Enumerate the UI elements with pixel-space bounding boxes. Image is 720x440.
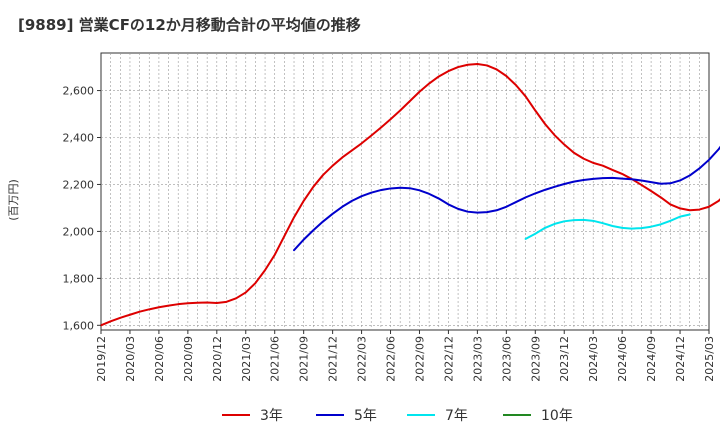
x-axis-ticks: 2019/12 2020/03 2020/06 2020/09 2020/12 2021/… — [95, 330, 716, 382]
series-layer — [100, 63, 720, 327]
x-tick-label: 2024/06 — [616, 336, 629, 382]
legend-label: 3年 — [260, 408, 283, 424]
y-tick-label: 1,800 — [63, 272, 95, 285]
y-tick-label: 1,600 — [63, 319, 95, 332]
x-tick-label: 2023/12 — [558, 336, 571, 382]
legend-label: 10年 — [541, 408, 573, 424]
legend-label: 7年 — [445, 408, 468, 424]
y-tick-label: 2,200 — [63, 178, 95, 191]
y-axis-label: (百万円) — [7, 179, 20, 221]
x-tick-label: 2020/12 — [211, 336, 224, 382]
legend: 3年 5年 7年 10年 — [222, 408, 573, 424]
series-line-5年 — [293, 145, 720, 252]
x-tick-label: 2023/09 — [529, 336, 542, 382]
x-tick-label: 2024/12 — [674, 336, 687, 382]
x-tick-label: 2021/09 — [298, 336, 311, 382]
x-tick-label: 2022/09 — [413, 336, 426, 382]
y-gridlines — [101, 90, 709, 326]
y-axis-ticks: 1,600 1,800 2,000 2,200 2,400 2,600 — [63, 85, 101, 332]
x-tick-label: 2021/06 — [269, 336, 282, 382]
y-tick-label: 2,400 — [63, 132, 95, 145]
x-tick-label: 2022/06 — [385, 336, 398, 382]
chart-title: [9889] 営業CFの12か月移動合計の平均値の推移 — [18, 16, 361, 34]
x-tick-label: 2023/06 — [500, 336, 513, 382]
x-tick-label: 2020/03 — [124, 336, 137, 382]
x-tick-label: 2024/03 — [587, 336, 600, 382]
y-tick-label: 2,600 — [63, 85, 95, 98]
y-tick-label: 2,000 — [63, 225, 95, 238]
legend-label: 5年 — [354, 408, 377, 424]
plot-area — [100, 52, 710, 331]
x-tick-label: 2019/12 — [95, 336, 108, 382]
x-tick-label: 2023/03 — [471, 336, 484, 382]
x-tick-label: 2020/09 — [182, 336, 195, 382]
x-tick-label: 2021/12 — [327, 336, 340, 382]
x-tick-label: 2022/03 — [356, 336, 369, 382]
x-tick-label: 2020/06 — [153, 336, 166, 382]
x-tick-label: 2025/03 — [703, 336, 716, 382]
series-line-7年 — [524, 213, 691, 240]
x-tick-label: 2021/03 — [240, 336, 253, 382]
x-tick-label: 2024/09 — [645, 336, 658, 382]
x-tick-label: 2022/12 — [442, 336, 455, 382]
